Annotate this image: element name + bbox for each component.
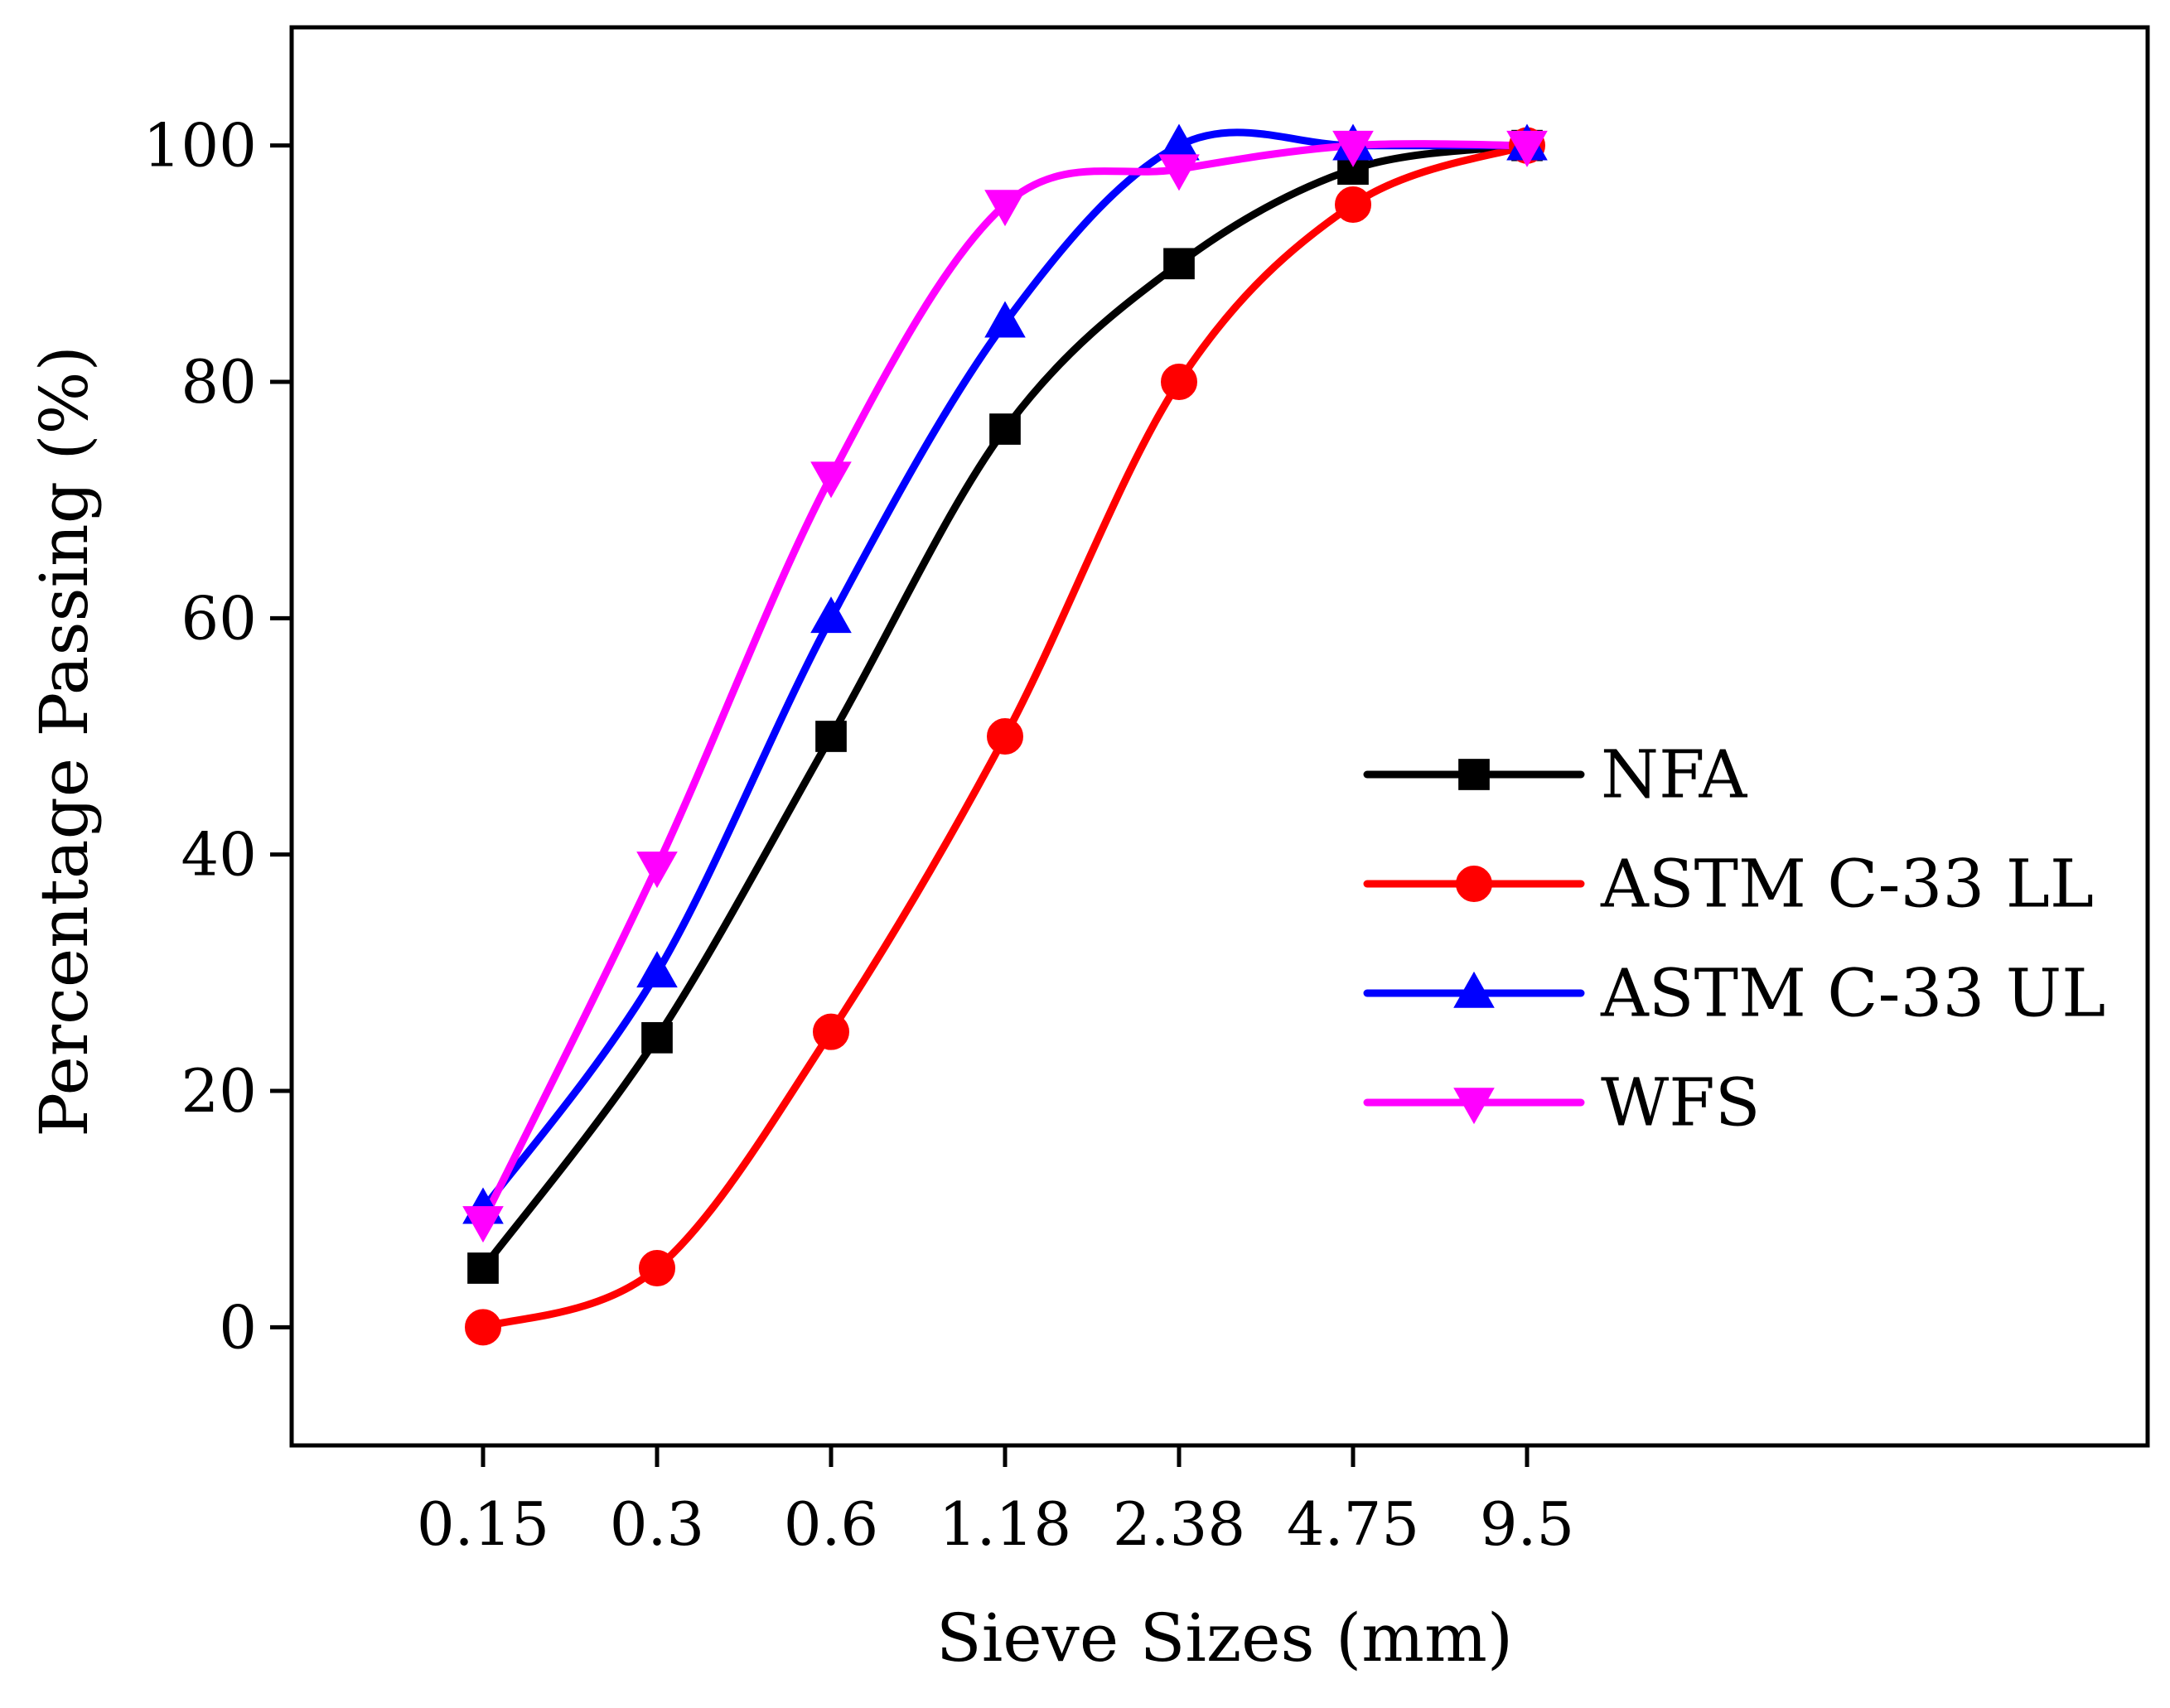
x-tick-label-2-38: 2.38 <box>1113 1489 1245 1559</box>
legend-label-astm-c-33-ll: ASTM C-33 LL <box>1600 846 2094 923</box>
x-tick-label-0-3: 0.3 <box>610 1489 705 1559</box>
data-point-wfs-0-6 <box>810 461 852 499</box>
x-tick-label-0-6: 0.6 <box>784 1489 879 1559</box>
data-point-astm-c-33-ul-0-6 <box>810 596 852 634</box>
data-point-astm-c-33-ul-1-18 <box>984 301 1026 338</box>
y-tick-label-40: 40 <box>181 820 257 890</box>
legend-marker-astm-c-33-ll <box>1456 866 1492 902</box>
legend: NFA ASTM C-33 LL ASTM C-33 UL WFS <box>1363 736 2105 1141</box>
data-point-astm-c-33-ll-0-6 <box>813 1013 849 1050</box>
data-point-nfa-0-6 <box>815 721 847 752</box>
legend-marker-wfs <box>1453 1088 1495 1125</box>
legend-label-nfa: NFA <box>1601 736 1748 813</box>
y-tick-label-80: 80 <box>181 347 257 417</box>
legend-label-wfs: WFS <box>1601 1064 1761 1141</box>
legend-marker-nfa <box>1458 759 1490 790</box>
legend-label-astm-c-33-ul: ASTM C-33 UL <box>1600 955 2105 1032</box>
data-point-astm-c-33-ll-0-15 <box>465 1309 501 1346</box>
data-point-wfs-4-75 <box>1332 130 1374 167</box>
series-line-astm-c-33-ul <box>479 128 1531 1213</box>
plot-frame <box>289 25 2150 1448</box>
x-tick-label-4-75: 4.75 <box>1287 1489 1419 1559</box>
x-tick-label-0-15: 0.15 <box>417 1489 549 1559</box>
x-tick-label-9-5: 9.5 <box>1480 1489 1575 1559</box>
legend-marker-astm-c-33-ul <box>1453 971 1495 1008</box>
data-point-wfs-9-5 <box>1506 130 1548 167</box>
data-point-nfa-1-18 <box>989 413 1021 445</box>
data-point-astm-c-33-ll-2-38 <box>1161 364 1197 400</box>
series-markers <box>462 123 1548 1346</box>
data-point-wfs-0-15 <box>462 1206 504 1243</box>
data-point-nfa-0-3 <box>641 1021 673 1054</box>
data-point-wfs-2-38 <box>1158 154 1200 191</box>
data-point-astm-c-33-ul-0-3 <box>636 951 678 988</box>
y-tick-label-60: 60 <box>181 583 257 653</box>
y-tick-label-100: 100 <box>143 111 257 181</box>
data-point-wfs-1-18 <box>984 190 1026 227</box>
data-point-nfa-0-15 <box>467 1252 499 1284</box>
y-tick-label-0: 0 <box>219 1292 257 1362</box>
y-axis-title: Percentage Passing (%) <box>26 345 103 1137</box>
data-point-astm-c-33-ll-4-75 <box>1335 186 1371 223</box>
y-axis-ticks: 0 20 40 60 80 100 <box>143 111 292 1362</box>
data-point-wfs-0-3 <box>636 852 678 889</box>
data-point-nfa-2-38 <box>1163 248 1195 280</box>
data-point-astm-c-33-ll-0-3 <box>639 1250 675 1286</box>
y-tick-label-20: 20 <box>181 1056 257 1126</box>
x-axis-title: Sieve Sizes (mm) <box>936 1599 1513 1677</box>
data-point-astm-c-33-ll-1-18 <box>987 718 1023 755</box>
x-tick-label-1-18: 1.18 <box>939 1489 1071 1559</box>
x-axis-ticks: 0.15 0.3 0.6 1.18 2.38 4.75 9.5 <box>417 1445 1574 1559</box>
series-line-wfs <box>479 140 1531 1225</box>
